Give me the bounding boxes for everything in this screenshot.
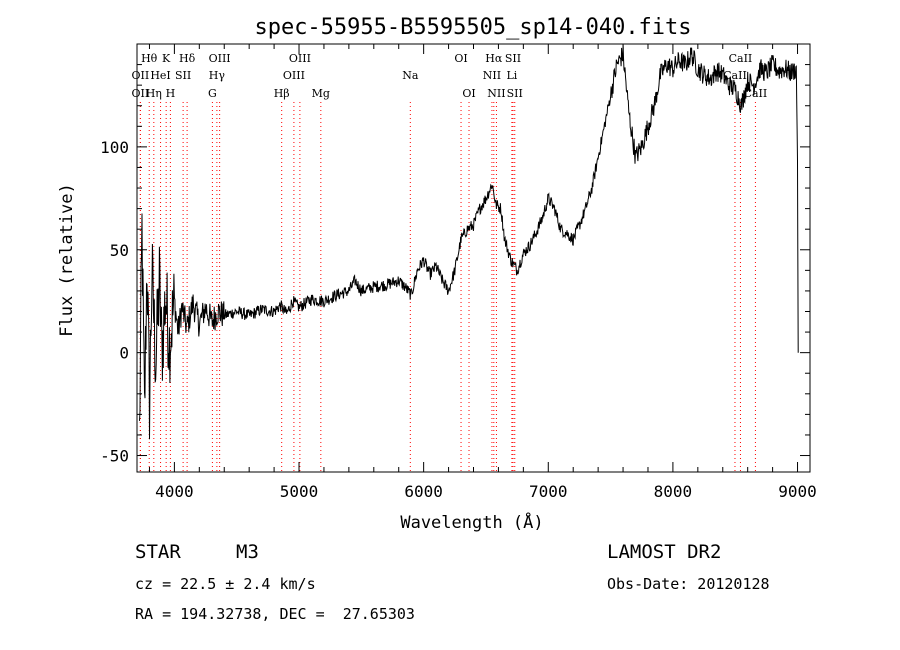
marker-label-9: OII xyxy=(132,69,150,82)
marker-label-22: Hβ xyxy=(274,87,290,100)
marker-label-17: CaII xyxy=(723,69,747,82)
x-tick-label: 5000 xyxy=(280,482,319,501)
marker-label-20: H xyxy=(166,87,176,100)
marker-label-14: Na xyxy=(402,69,419,82)
coordinates: RA = 194.32738, DEC = 27.65303 xyxy=(135,605,415,623)
y-axis-label: Flux (relative) xyxy=(57,183,77,337)
redshift-value: cz = 22.5 ± 2.4 km/s xyxy=(135,575,316,593)
spectrum-line xyxy=(139,45,799,440)
x-tick-label: 6000 xyxy=(404,482,443,501)
y-tick-label: 100 xyxy=(100,138,129,157)
marker-label-16: Li xyxy=(506,69,517,82)
plot-frame xyxy=(136,43,811,473)
observation-date: Obs-Date: 20120128 xyxy=(607,575,770,593)
marker-label-15: NII xyxy=(483,69,501,82)
marker-label-26: SII xyxy=(507,87,523,100)
object-subclass: M3 xyxy=(236,541,259,563)
marker-label-18: OII xyxy=(132,87,150,100)
marker-label-21: G xyxy=(208,87,217,100)
marker-label-10: HeI xyxy=(150,69,170,82)
marker-label-25: NII xyxy=(487,87,505,100)
x-axis-label: Wavelength (Å) xyxy=(400,511,543,533)
marker-label-5: OI xyxy=(454,52,467,65)
x-tick-label: 7000 xyxy=(529,482,568,501)
marker-label-19: Hη xyxy=(146,87,162,100)
object-type: STAR xyxy=(135,541,181,563)
marker-label-11: SII xyxy=(175,69,191,82)
chart-title: spec-55955-B5595505_sp14-040.fits xyxy=(254,15,691,40)
x-tick-label: 4000 xyxy=(155,482,194,501)
survey-name: LAMOST DR2 xyxy=(607,541,722,563)
marker-label-1: K xyxy=(162,52,171,65)
marker-label-0: Hθ xyxy=(141,52,158,65)
marker-label-24: OI xyxy=(462,87,475,100)
x-tick-label: 8000 xyxy=(654,482,693,501)
marker-label-23: Mg xyxy=(312,87,330,100)
marker-label-7: SII xyxy=(505,52,521,65)
marker-label-12: Hγ xyxy=(209,69,226,82)
y-tick-label: 50 xyxy=(110,241,129,260)
marker-label-8: CaII xyxy=(729,52,753,65)
y-tick-label: 0 xyxy=(119,344,129,363)
marker-label-13: OIII xyxy=(283,69,305,82)
marker-label-6: Hα xyxy=(485,52,503,65)
marker-label-3: OIII xyxy=(209,52,231,65)
marker-label-4: OIII xyxy=(289,52,311,65)
y-tick-label: -50 xyxy=(100,447,129,466)
axes: 4000 5000 6000 7000 8000 9000 -50 0 50 100 xyxy=(100,43,817,501)
x-tick-label: 9000 xyxy=(778,482,817,501)
marker-label-2: Hδ xyxy=(179,52,196,65)
